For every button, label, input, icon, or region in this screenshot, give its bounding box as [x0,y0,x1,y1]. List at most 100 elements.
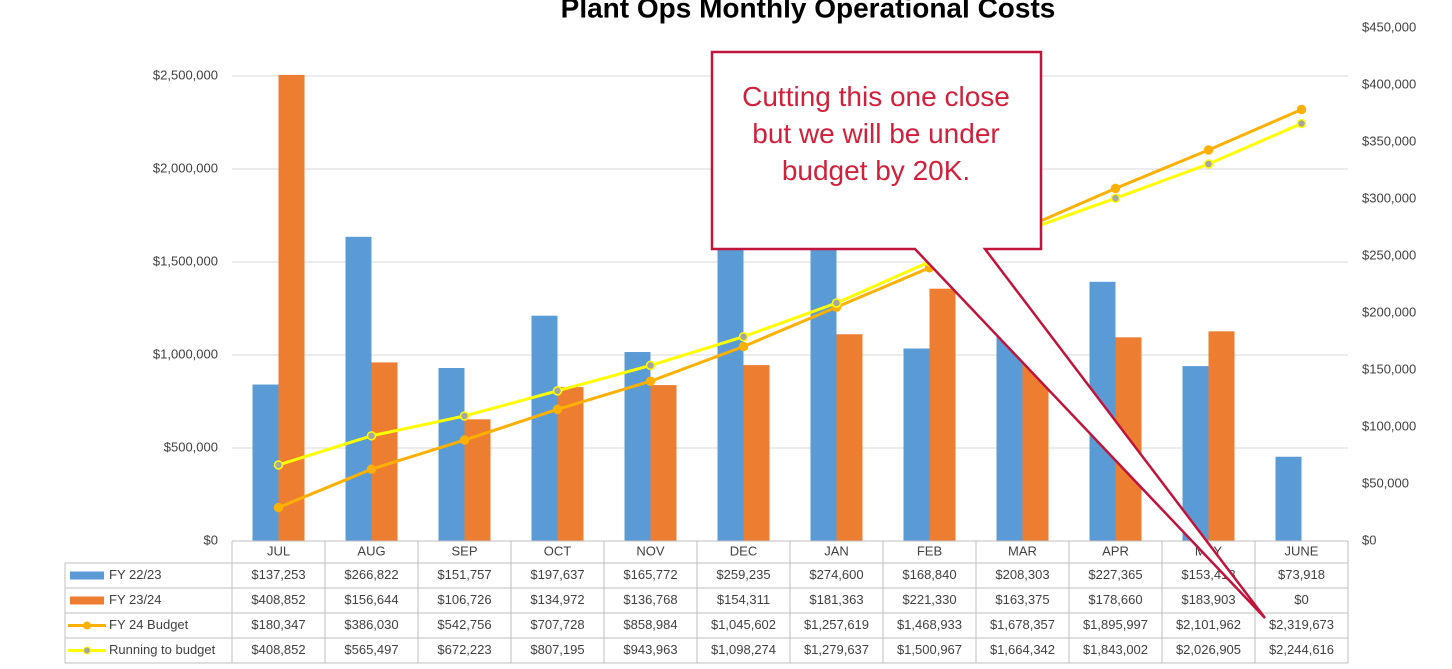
line-marker [1203,159,1214,169]
line-marker [552,404,563,415]
x-tick-label: DEC [730,543,757,558]
x-tick-label: MAR [1008,543,1037,558]
table-cell: $106,726 [437,592,491,607]
table-cell: $274,600 [809,567,863,582]
table-cell: $156,644 [344,592,398,607]
table-cell: $151,757 [437,567,491,582]
y2-tick-label: $250,000 [1362,247,1416,262]
table-cell: $672,223 [437,642,491,657]
table-cell: $178,660 [1088,592,1142,607]
x-tick-label: JUL [267,543,290,558]
line-marker [459,411,470,421]
table-cell: $134,972 [530,592,584,607]
line-marker [1203,145,1214,155]
line-marker [273,502,284,513]
table-cell: $221,330 [902,592,956,607]
table-cell: $1,500,967 [897,642,962,657]
y2-tick-label: $150,000 [1362,361,1416,376]
y-tick-label: $2,500,000 [153,67,218,82]
x-tick-label: FEB [917,543,942,558]
table-cell: $208,303 [995,567,1049,582]
table-cell: $227,365 [1088,567,1142,582]
legend-key [83,621,91,630]
table-cell: $807,195 [530,642,584,657]
table-cell: $2,244,616 [1269,642,1334,657]
bar [438,367,465,541]
line-marker [273,460,284,470]
bar [810,227,837,541]
bar [1208,331,1235,541]
table-cell: $1,257,619 [804,617,869,632]
x-tick-label: OCT [544,543,572,558]
bar [743,365,770,541]
bar [717,245,744,541]
table-cell: $259,235 [716,567,770,582]
table-cell: $165,772 [623,567,677,582]
x-tick-label: APR [1102,543,1129,558]
bar [1275,456,1302,541]
table-cell: $266,822 [344,567,398,582]
table-cell: $137,253 [251,567,305,582]
x-tick-label: NOV [636,543,665,558]
y2-tick-label: $350,000 [1362,133,1416,148]
table-cell: $1,279,637 [804,642,869,657]
bar [278,74,305,541]
y-tick-label: $500,000 [164,439,218,454]
line-marker [1296,104,1307,115]
legend-label: FY 24 Budget [109,617,189,632]
y-tick-label: $1,000,000 [153,346,218,361]
bar [371,362,398,541]
line-marker [831,298,842,308]
y-tick-label: $2,000,000 [153,160,218,175]
line-marker [1110,183,1121,194]
bar [252,384,279,541]
table-cell: $136,768 [623,592,677,607]
y2-tick-label: $200,000 [1362,304,1416,319]
line-marker [366,431,377,441]
table-cell: $154,311 [717,592,770,607]
line-marker [459,435,470,445]
table-cell: $858,984 [623,617,677,632]
table-cell: $386,030 [344,617,398,632]
table-cell: $2,319,673 [1269,617,1334,632]
table-cell: $1,098,274 [711,642,776,657]
line-marker [552,386,563,396]
line-marker [366,464,377,474]
y-tick-label: $0 [204,532,218,547]
legend-label: Running to budget [109,642,216,657]
x-tick-label: JAN [824,543,849,558]
line-marker [645,376,656,386]
legend-label: FY 23/24 [109,592,162,607]
legend-key [70,596,104,605]
table-cell: $2,026,905 [1176,642,1241,657]
bar [557,387,584,541]
y-tick-label: $1,500,000 [153,253,218,268]
table-cell: $168,840 [902,567,956,582]
line [277,108,1303,509]
x-tick-label: SEP [451,543,477,558]
table-cell: $181,363 [809,592,863,607]
bar [650,385,677,541]
table-cell: $163,375 [995,592,1049,607]
table-cell: $2,101,962 [1176,617,1241,632]
y2-tick-label: $450,000 [1362,19,1416,34]
y2-tick-label: $50,000 [1362,475,1409,490]
table-cell: $1,895,997 [1083,617,1148,632]
line-marker [1110,193,1121,203]
table-cell: $1,045,602 [711,617,776,632]
table-cell: $1,664,342 [990,642,1055,657]
line-marker [1296,118,1307,129]
table-cell: $1,678,357 [990,617,1055,632]
y2-tick-label: $0 [1362,532,1376,547]
y2-tick-label: $400,000 [1362,76,1416,91]
table-cell: $0 [1294,592,1308,607]
line-marker [738,341,749,352]
table-cell: $1,468,933 [897,617,962,632]
x-tick-label: JUNE [1285,543,1319,558]
callout-text: Cutting this one close but we will be un… [742,81,1010,186]
x-tick-label: AUG [357,543,385,558]
table-cell: $73,918 [1278,567,1325,582]
table-cell: $943,963 [623,642,677,657]
table-cell: $408,852 [251,642,305,657]
